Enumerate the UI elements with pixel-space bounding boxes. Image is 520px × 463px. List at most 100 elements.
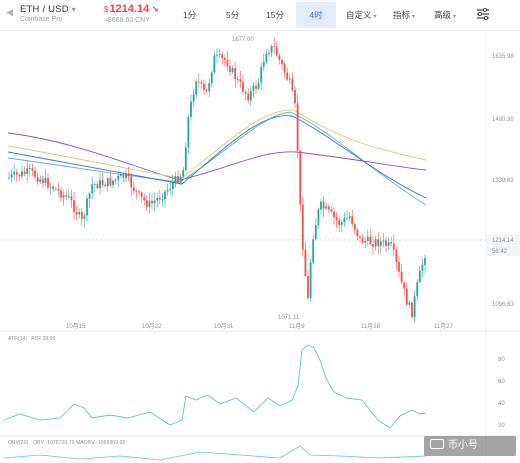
- candle-body: [60, 190, 62, 198]
- candle-body: [41, 179, 44, 184]
- candle-body: [151, 200, 153, 204]
- cny-equivalent: ≈8668.60 CNY: [104, 17, 150, 24]
- candle-body: [304, 249, 307, 277]
- chevron-down-icon: ▾: [453, 14, 457, 20]
- candle-body: [377, 239, 380, 247]
- custom-menu[interactable]: 自定义 ▾: [346, 9, 377, 21]
- candle-body: [158, 197, 161, 200]
- current-price-label: 1214.14: [492, 238, 514, 244]
- candle-body: [156, 197, 159, 201]
- candle-body: [8, 177, 10, 179]
- timeframe-4h-label: 4时: [309, 10, 323, 20]
- chevron-down-icon: ▾: [412, 14, 416, 20]
- candle-body: [148, 200, 151, 207]
- atr-indicator-name[interactable]: ATR(14): [8, 336, 27, 342]
- candle-body: [52, 186, 55, 189]
- indicators-menu[interactable]: 指标 ▾: [393, 9, 415, 21]
- watermark-text: 币小号: [448, 440, 478, 451]
- x-axis-label: 11月9: [289, 323, 305, 330]
- candle-body: [411, 302, 413, 317]
- candle-body: [283, 64, 286, 73]
- candle-body: [138, 191, 140, 193]
- candle-body: [187, 116, 190, 148]
- y-axis-label: 1480.30: [492, 117, 514, 123]
- candle-body: [325, 206, 328, 209]
- candle-body: [312, 239, 315, 263]
- timeframe-5m[interactable]: 5分: [226, 10, 240, 20]
- x-axis-label: 10月22: [142, 323, 162, 330]
- candle-body: [122, 174, 125, 178]
- candle-body: [67, 196, 70, 198]
- candle-body: [353, 224, 356, 230]
- candle-body: [205, 89, 208, 92]
- settings-sliders-icon[interactable]: [476, 8, 490, 20]
- candle-body: [153, 200, 156, 204]
- timeframe-4h[interactable]: 4时: [296, 2, 336, 28]
- candle-body: [36, 176, 39, 182]
- candle-body: [73, 200, 75, 213]
- candle-body: [62, 195, 65, 198]
- current-price-tag: [487, 234, 520, 245]
- candle-body: [291, 78, 294, 91]
- candle-body: [236, 79, 239, 80]
- candle-body: [101, 180, 104, 185]
- candle-body: [317, 209, 320, 226]
- candle-body: [348, 216, 351, 219]
- candle-body: [421, 265, 424, 271]
- candle-body: [288, 78, 291, 80]
- candle-body: [372, 244, 374, 247]
- candle-body: [26, 168, 29, 175]
- candle-body: [247, 93, 250, 101]
- candle-body: [335, 217, 338, 221]
- candle-body: [34, 170, 36, 177]
- candle-body: [13, 172, 16, 175]
- candle-body: [424, 257, 426, 266]
- candle-body: [179, 176, 182, 183]
- chevron-down-icon[interactable]: ▾: [71, 5, 76, 14]
- logo-icon: [430, 439, 444, 449]
- candle-body: [213, 55, 216, 73]
- down-right-arrow-icon: ↘: [151, 4, 159, 14]
- timeframe-15m[interactable]: 15分: [266, 10, 284, 20]
- candle-body: [130, 176, 133, 188]
- timeframe-1m[interactable]: 1分: [183, 10, 197, 20]
- atr-axis-label: 20: [498, 423, 505, 429]
- candle-body: [200, 82, 203, 84]
- symbol-selector[interactable]: ETH / USD ▾: [20, 4, 76, 15]
- candle-body: [164, 191, 166, 200]
- candle-body: [182, 170, 185, 177]
- advanced-menu[interactable]: 高级 ▾: [434, 9, 456, 21]
- candle-body: [104, 184, 107, 187]
- ma-line-yellow: [7, 109, 427, 179]
- candle-body: [314, 225, 317, 240]
- candle-body: [268, 53, 270, 54]
- x-axis-label: 10月31: [214, 323, 234, 330]
- candle-body: [91, 184, 94, 194]
- candle-body: [221, 54, 224, 58]
- custom-menu-label: 自定义: [346, 10, 372, 20]
- candle-body: [398, 261, 400, 272]
- obv-indicator-name[interactable]: OBV(20): [8, 440, 28, 446]
- candle-body: [364, 241, 367, 243]
- candle-body: [416, 282, 419, 297]
- candle-body: [322, 201, 325, 209]
- obv-indicator-value: OBV -1078730.79 MAOBV -1065969.65: [33, 440, 125, 446]
- candle-body: [28, 168, 31, 170]
- chevron-left-icon[interactable]: ◀: [6, 7, 13, 17]
- moving-average-lines: [7, 109, 427, 206]
- candle-body: [260, 66, 263, 83]
- candle-body: [275, 46, 278, 56]
- candle-body: [229, 66, 231, 72]
- candle-body: [70, 196, 73, 201]
- candle-body: [403, 282, 406, 289]
- candle-body: [294, 90, 296, 104]
- candle-body: [174, 176, 177, 183]
- candle-body: [54, 188, 57, 190]
- candle-body: [44, 177, 47, 184]
- candle-body: [408, 302, 411, 305]
- candle-body: [21, 171, 23, 177]
- ma-line-teal: [7, 111, 427, 206]
- candle-body: [184, 147, 187, 171]
- candle-body: [106, 178, 109, 187]
